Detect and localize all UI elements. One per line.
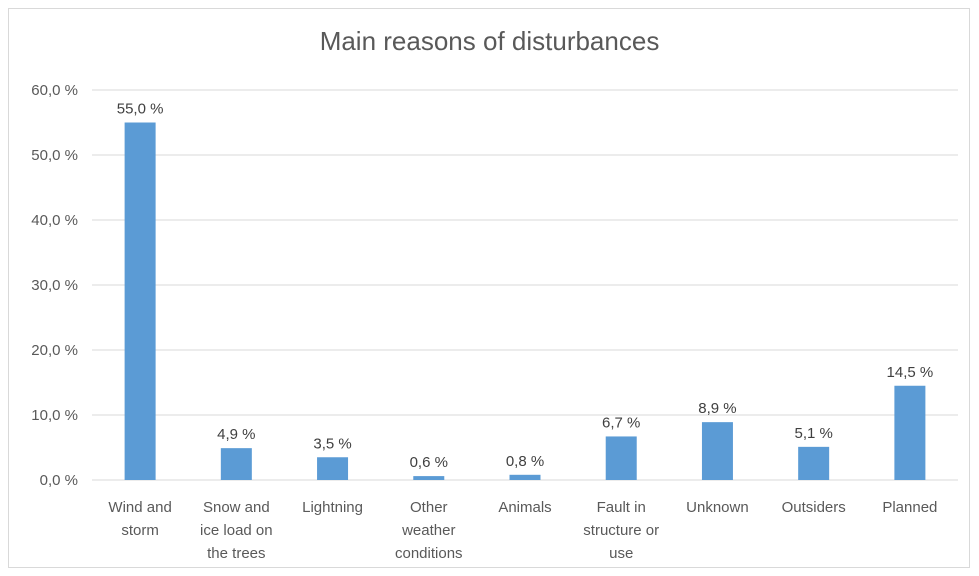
y-tick-label: 40,0 % xyxy=(31,212,78,229)
bar xyxy=(317,457,349,480)
y-tick-label: 20,0 % xyxy=(31,342,78,359)
y-tick-label: 10,0 % xyxy=(31,407,78,424)
data-label: 6,7 % xyxy=(602,414,640,431)
bar xyxy=(798,446,830,480)
x-category-label: Lightning xyxy=(302,499,363,516)
y-tick-label: 30,0 % xyxy=(31,277,78,294)
x-category-label: Other weather conditions xyxy=(395,499,463,562)
chart-frame xyxy=(8,8,970,568)
bar xyxy=(701,422,733,480)
bar xyxy=(124,122,156,480)
y-tick-label: 50,0 % xyxy=(31,147,78,164)
x-category-label: Planned xyxy=(882,499,937,516)
data-label: 0,6 % xyxy=(410,454,448,471)
bar xyxy=(605,436,637,480)
x-category-label: Unknown xyxy=(686,499,749,516)
data-label: 14,5 % xyxy=(887,364,934,381)
chart-title: Main reasons of disturbances xyxy=(319,26,660,56)
bar xyxy=(220,448,252,480)
x-category-label: Fault in structure or use xyxy=(583,499,659,562)
data-label: 55,0 % xyxy=(117,101,164,118)
y-tick-label: 60,0 % xyxy=(31,82,78,99)
data-label: 0,8 % xyxy=(506,453,544,470)
data-label: 3,5 % xyxy=(313,435,351,452)
x-category-label: Animals xyxy=(498,499,551,516)
data-label: 8,9 % xyxy=(698,400,736,417)
bar xyxy=(413,476,445,480)
x-category-label: Wind and storm xyxy=(108,499,171,539)
data-label: 4,9 % xyxy=(217,426,255,443)
y-tick-label: 0,0 % xyxy=(40,472,78,489)
bar xyxy=(894,385,926,480)
data-label: 5,1 % xyxy=(794,425,832,442)
bar xyxy=(509,474,541,480)
x-category-label: Outsiders xyxy=(782,499,846,516)
x-category-label: Snow and ice load on the trees xyxy=(200,499,273,562)
